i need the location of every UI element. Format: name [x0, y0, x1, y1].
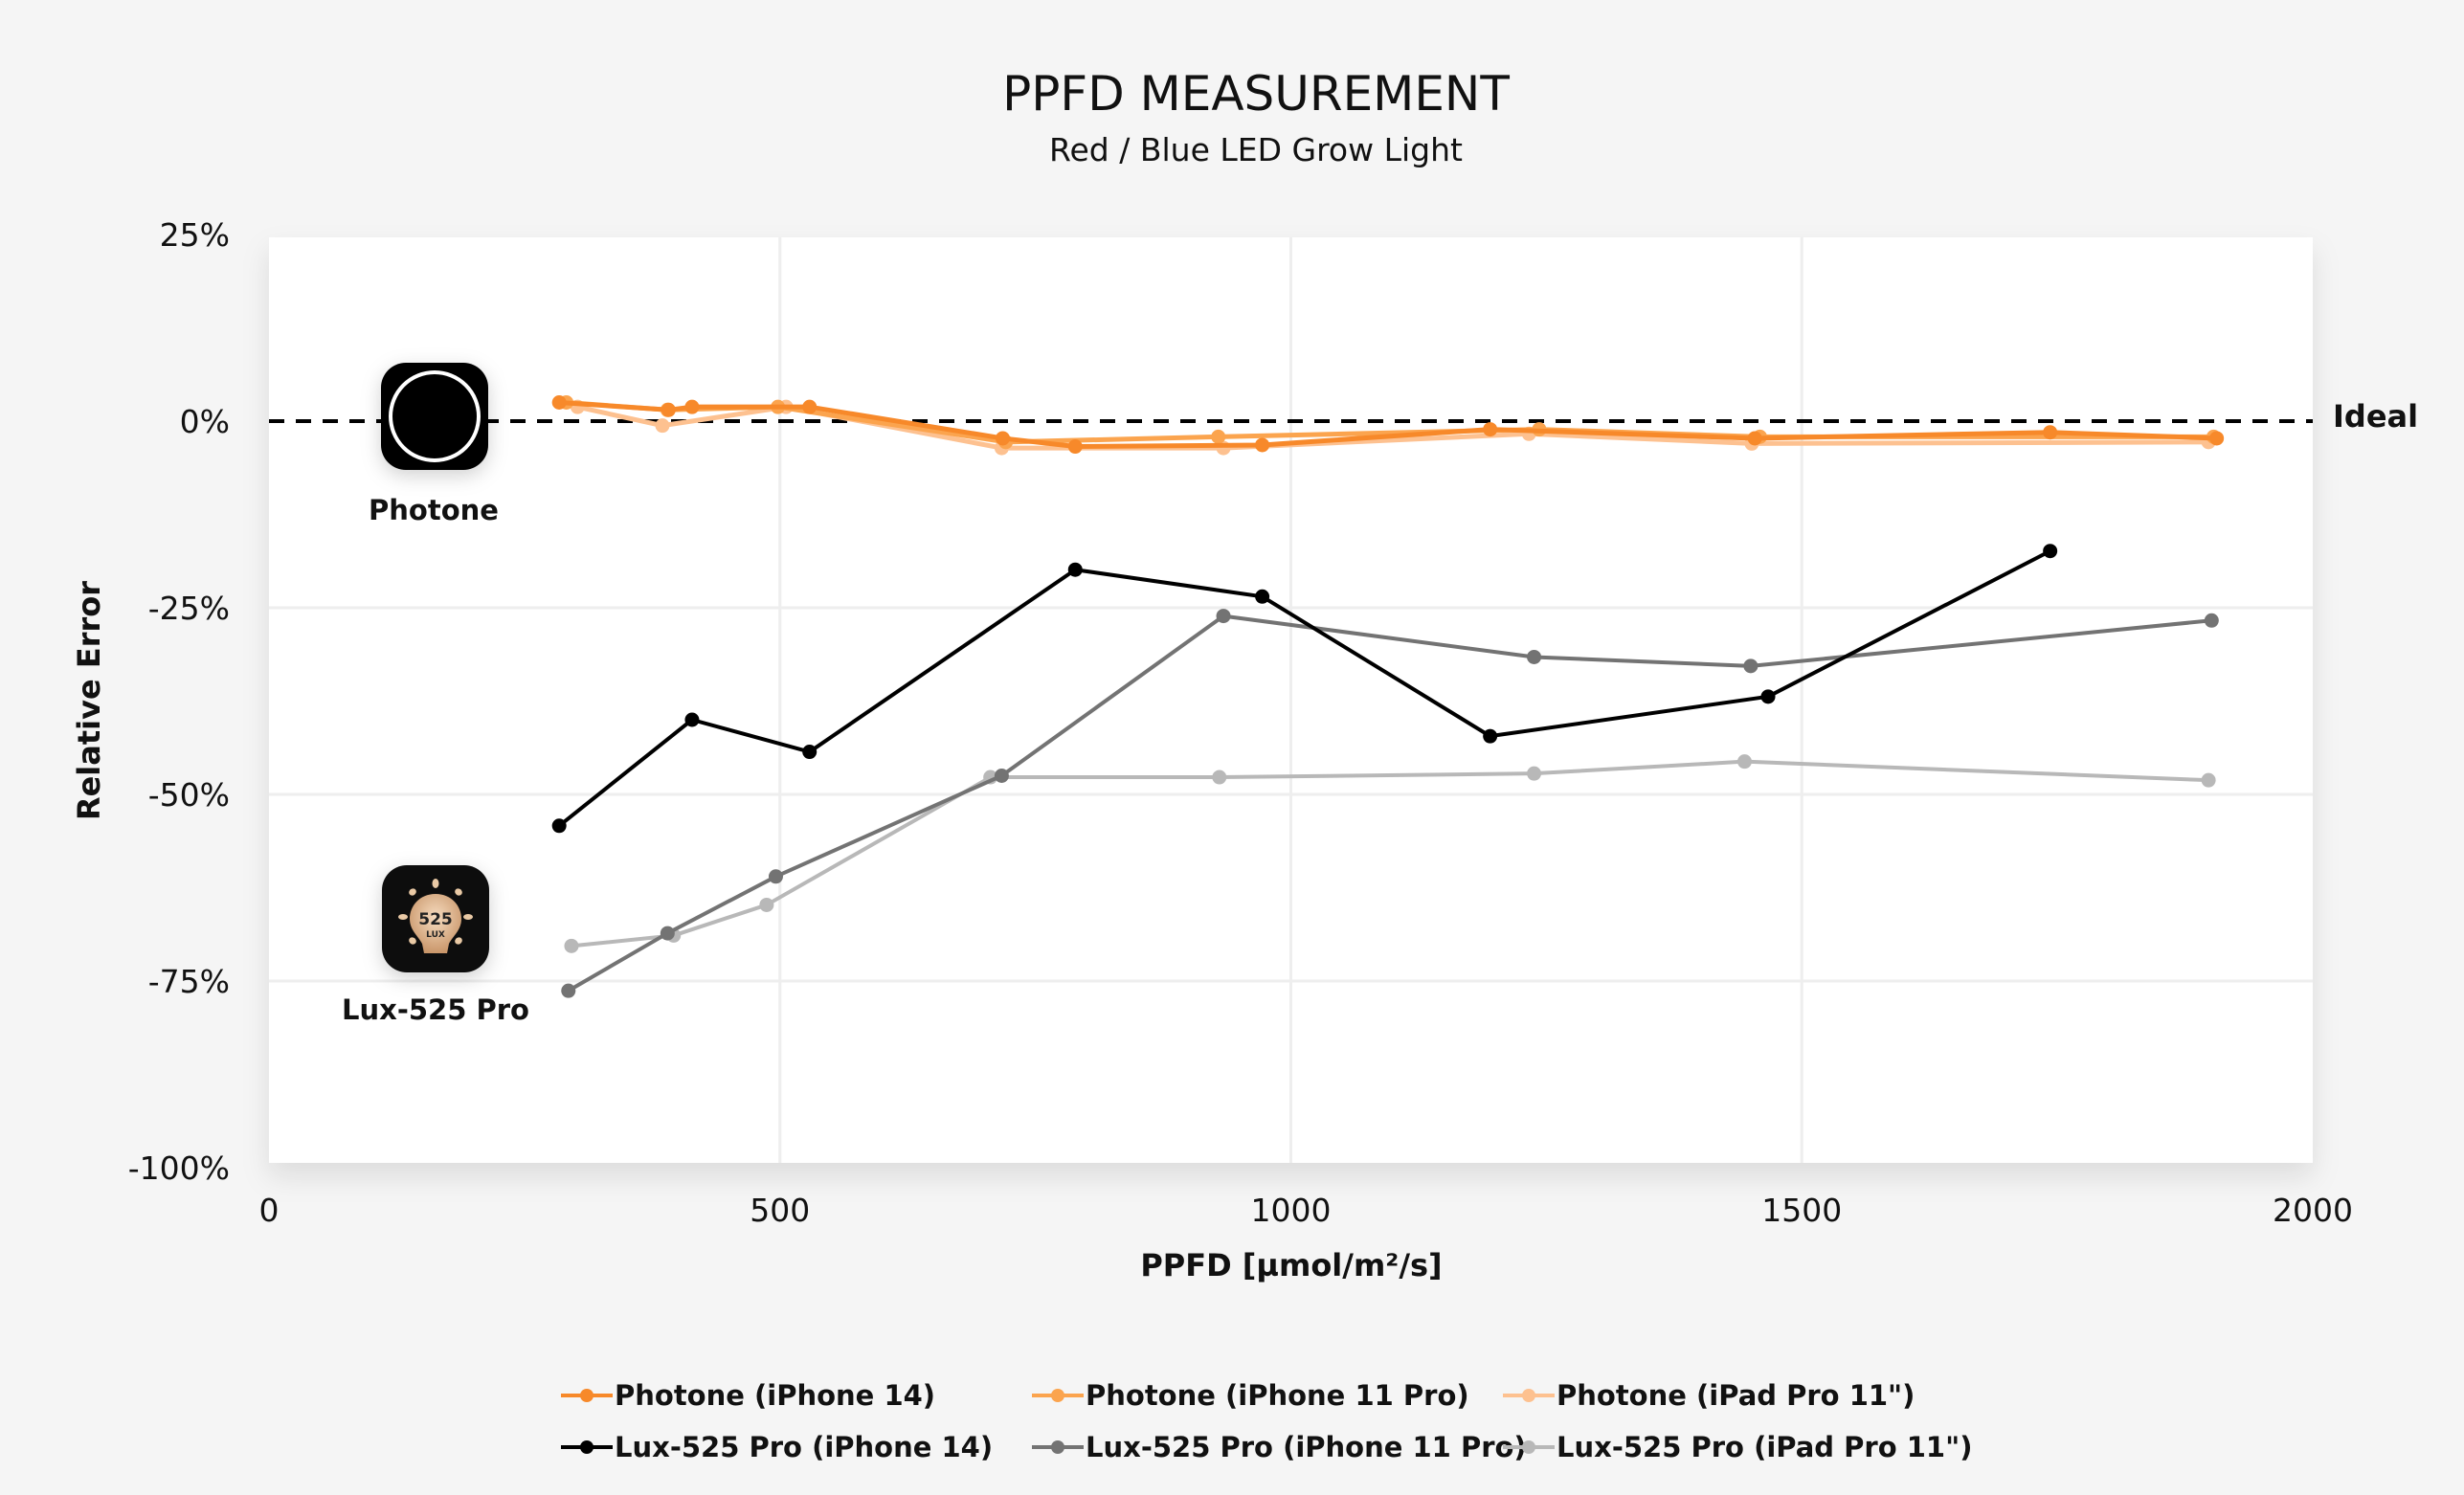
data-point[interactable]: [1255, 589, 1270, 604]
data-point[interactable]: [2209, 431, 2225, 446]
data-point[interactable]: [1067, 562, 1083, 577]
series-lux-525-pro-iphone-14: [551, 544, 2058, 834]
legend-item[interactable]: Lux-525 Pro (iPhone 14): [561, 1431, 993, 1463]
data-point[interactable]: [2204, 613, 2219, 628]
data-point[interactable]: [994, 769, 1009, 783]
photone-app-icon: [381, 363, 488, 470]
legend-marker-icon: [1051, 1440, 1064, 1454]
photone-app-label: Photone: [369, 494, 499, 526]
legend: Photone (iPhone 14) Photone (iPhone 11 Pr…: [561, 1379, 1972, 1463]
data-point[interactable]: [1211, 429, 1226, 444]
x-tick-label: 0: [259, 1192, 280, 1229]
grid-lines: [269, 237, 2313, 1163]
y-tick-label: -50%: [148, 776, 230, 814]
data-point[interactable]: [1736, 754, 1752, 770]
legend-item[interactable]: Photone (iPhone 14): [561, 1379, 935, 1412]
legend-label: Lux-525 Pro (iPhone 11 Pro): [1086, 1431, 1527, 1463]
y-tick-label: -25%: [148, 590, 230, 627]
y-axis-ticks: 25% 0% -25% -50% -75% -100%: [128, 216, 230, 1187]
x-tick-label: 1500: [1761, 1192, 1842, 1229]
ideal-label: Ideal: [2333, 398, 2418, 435]
y-tick-label: -75%: [148, 963, 230, 1000]
data-point[interactable]: [802, 745, 818, 760]
data-point[interactable]: [802, 399, 818, 414]
legend-label: Photone (iPhone 14): [615, 1379, 935, 1412]
legend-label: Photone (iPhone 11 Pro): [1086, 1379, 1469, 1412]
data-point[interactable]: [660, 926, 675, 941]
data-point[interactable]: [1747, 431, 1762, 446]
data-point[interactable]: [759, 897, 774, 912]
x-axis-ticks: 0 500 1000 1500 2000: [259, 1192, 2353, 1229]
legend-marker-icon: [1522, 1440, 1535, 1454]
data-point[interactable]: [768, 869, 783, 884]
legend-item[interactable]: Photone (iPhone 11 Pro): [1032, 1379, 1469, 1412]
y-tick-label: 25%: [160, 216, 230, 254]
data-point[interactable]: [2043, 544, 2058, 559]
data-point[interactable]: [1483, 728, 1498, 744]
lux525-app-label: Lux-525 Pro: [342, 993, 529, 1026]
legend-label: Photone (iPad Pro 11"): [1557, 1379, 1915, 1412]
lux-icon-number: 525: [418, 910, 453, 929]
data-point[interactable]: [1255, 437, 1270, 453]
y-axis-label: Relative Error: [71, 581, 107, 820]
legend-label: Lux-525 Pro (iPhone 14): [615, 1431, 993, 1463]
y-tick-label: 0%: [180, 403, 230, 440]
legend-item[interactable]: Lux-525 Pro (iPhone 11 Pro): [1032, 1431, 1527, 1463]
legend-label: Lux-525 Pro (iPad Pro 11"): [1557, 1431, 1972, 1463]
data-point[interactable]: [1216, 609, 1231, 624]
legend-marker-icon: [1522, 1389, 1535, 1402]
data-point[interactable]: [684, 399, 700, 414]
lux525-app-icon: 525 LUX: [382, 865, 489, 972]
legend-marker-icon: [580, 1389, 594, 1402]
data-point[interactable]: [2043, 425, 2058, 440]
data-point[interactable]: [561, 983, 576, 998]
legend-marker-icon: [580, 1440, 594, 1454]
x-axis-label: PPFD [µmol/m²/s]: [1140, 1247, 1442, 1283]
data-point[interactable]: [1527, 766, 1542, 781]
data-point[interactable]: [1760, 689, 1776, 704]
legend-marker-icon: [1051, 1389, 1064, 1402]
data-point[interactable]: [564, 938, 579, 953]
data-point[interactable]: [1527, 649, 1542, 664]
legend-item[interactable]: Lux-525 Pro (iPad Pro 11"): [1503, 1431, 1972, 1463]
data-point[interactable]: [661, 402, 676, 417]
x-tick-label: 1000: [1251, 1192, 1332, 1229]
data-point[interactable]: [655, 418, 670, 434]
data-point[interactable]: [995, 431, 1010, 446]
data-series: [551, 395, 2225, 998]
y-tick-label: -100%: [128, 1149, 230, 1187]
series-lux-525-pro-iphone-11-pro: [561, 609, 2219, 998]
chart-subtitle: Red / Blue LED Grow Light: [1049, 131, 1463, 168]
data-point[interactable]: [684, 712, 700, 727]
data-point[interactable]: [1212, 770, 1227, 785]
data-point[interactable]: [551, 818, 567, 834]
data-point[interactable]: [2201, 772, 2216, 788]
chart-title: PPFD MEASUREMENT: [1002, 66, 1510, 122]
data-point[interactable]: [551, 395, 567, 410]
data-point[interactable]: [1067, 439, 1083, 455]
x-tick-label: 2000: [2273, 1192, 2353, 1229]
legend-item[interactable]: Photone (iPad Pro 11"): [1503, 1379, 1915, 1412]
series-photone-iphone-14: [551, 395, 2225, 455]
x-tick-label: 500: [750, 1192, 810, 1229]
data-point[interactable]: [1483, 422, 1498, 437]
data-point[interactable]: [1743, 658, 1758, 674]
lux-icon-unit: LUX: [426, 930, 445, 940]
